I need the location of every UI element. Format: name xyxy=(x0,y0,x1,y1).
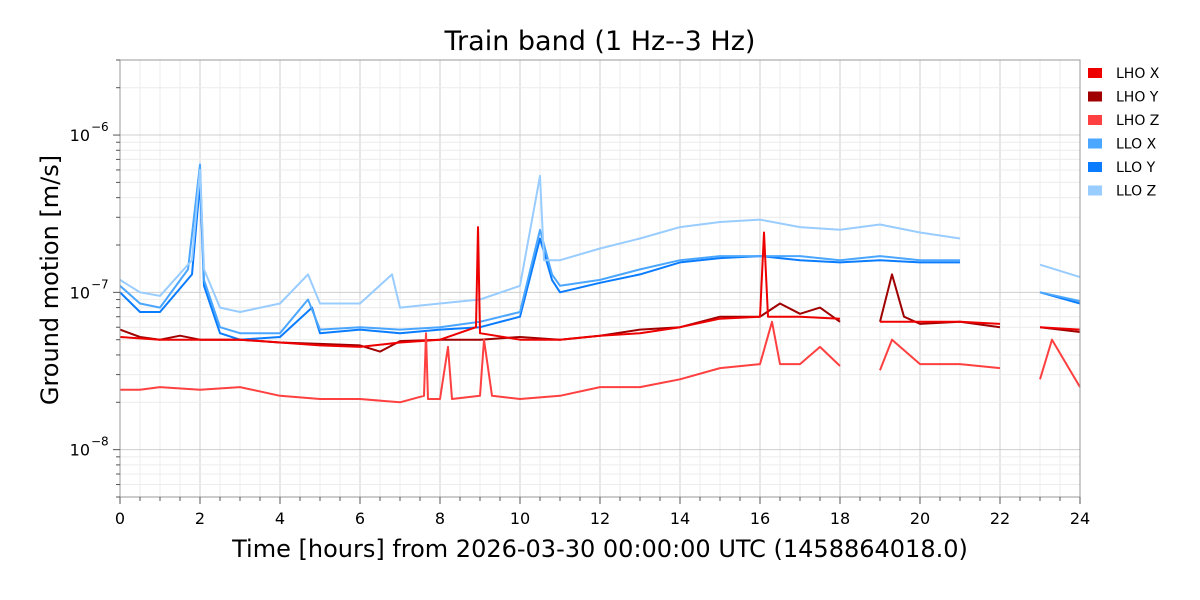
legend-label: LLO X xyxy=(1116,137,1157,153)
x-tick-label: 6 xyxy=(355,509,365,528)
series-line-lho-x xyxy=(119,226,1081,348)
legend-item: LLO Y xyxy=(1088,160,1156,176)
x-tick-label: 22 xyxy=(990,509,1010,528)
y-tick-exponent: −8 xyxy=(91,435,109,449)
y-tick-exponent: −6 xyxy=(91,120,109,134)
legend-label: LHO Z xyxy=(1116,113,1159,129)
grid xyxy=(119,59,1081,498)
series-group xyxy=(119,163,1081,404)
y-tick-base: 10 xyxy=(70,283,90,302)
chart-title: Train band (1 Hz--3 Hz) xyxy=(444,26,756,57)
legend-label: LHO X xyxy=(1116,66,1160,82)
legend-label: LHO Y xyxy=(1116,90,1159,106)
y-axis-label: Ground motion [m/s] xyxy=(36,155,64,405)
x-tick-label: 18 xyxy=(830,509,850,528)
legend-swatch xyxy=(1088,115,1102,125)
x-tick-label: 4 xyxy=(275,509,285,528)
legend-swatch xyxy=(1088,68,1102,78)
legend-swatch xyxy=(1088,162,1102,172)
y-tick-exponent: −7 xyxy=(91,277,109,291)
y-tick-base: 10 xyxy=(70,441,90,460)
x-tick-label: 14 xyxy=(670,509,690,528)
x-tick-label: 8 xyxy=(435,509,445,528)
x-tick-label: 2 xyxy=(195,509,205,528)
series-line-llo-z xyxy=(119,168,1081,313)
legend-label: LLO Z xyxy=(1116,184,1156,200)
x-tick-label: 24 xyxy=(1070,509,1090,528)
legend-item: LHO Y xyxy=(1088,90,1159,106)
x-tick-label: 10 xyxy=(510,509,530,528)
legend-swatch xyxy=(1088,91,1102,102)
x-tick-label: 16 xyxy=(750,509,770,528)
legend-item: LLO Z xyxy=(1088,184,1156,200)
x-tick-label: 0 xyxy=(115,509,125,528)
legend-item: LHO X xyxy=(1088,66,1160,82)
series-line-lho-z xyxy=(120,320,1081,404)
legend-label: LLO Y xyxy=(1116,160,1156,176)
x-axis-label: Time [hours] from 2026-03-30 00:00:00 UT… xyxy=(231,535,968,563)
y-tick-label: 10 −7 xyxy=(70,277,109,302)
y-tick-label: 10 −6 xyxy=(70,120,109,145)
legend-item: LHO Z xyxy=(1088,113,1159,129)
y-tick-label: 10 −8 xyxy=(70,435,109,460)
legend-item: LLO X xyxy=(1088,137,1157,153)
legend-swatch xyxy=(1088,138,1102,149)
y-tick-base: 10 xyxy=(70,126,90,145)
x-tick-label: 20 xyxy=(910,509,930,528)
legend: LHO X LHO Y LHO Z LLO X LLO Y LLO Z xyxy=(1088,66,1160,200)
legend-swatch xyxy=(1088,185,1102,196)
x-tick-label: 12 xyxy=(590,509,610,528)
